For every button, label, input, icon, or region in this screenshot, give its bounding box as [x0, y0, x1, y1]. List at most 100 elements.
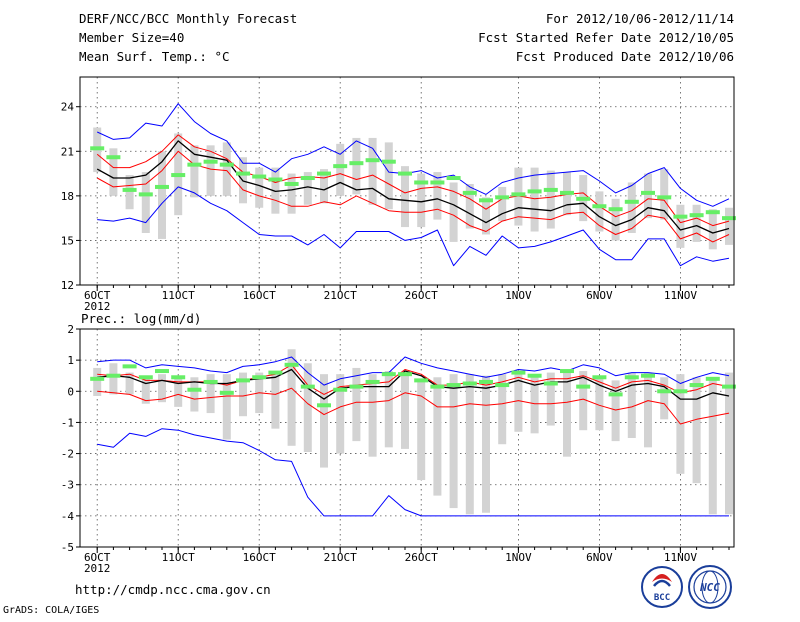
- fcst-started-date: Fcst Started Refer Date 2012/10/05: [478, 30, 734, 45]
- spread-bar: [401, 375, 409, 449]
- spread-bar: [125, 175, 134, 210]
- median-marker: [187, 387, 202, 392]
- median-marker: [122, 187, 137, 192]
- plot-frame: [79, 76, 735, 286]
- y-tick-label: 21: [61, 145, 74, 158]
- mean-line: [97, 368, 730, 400]
- median-marker: [90, 146, 105, 151]
- figure-title: DERF/NCC/BCC Monthly Forecast: [79, 11, 297, 26]
- spread-bar: [563, 371, 571, 457]
- spread-bar: [206, 145, 215, 196]
- spread-bar: [725, 207, 733, 245]
- ncc-logo-text: NCC: [699, 581, 720, 594]
- spread-bar: [530, 167, 539, 232]
- x-tick-label: 26OCT: [405, 551, 438, 564]
- x-tick-label: 11NOV: [664, 551, 697, 564]
- footer-url[interactable]: http://cmdp.ncc.cma.gov.cn: [75, 582, 271, 597]
- spread-bar: [482, 375, 490, 513]
- spread-bar: [352, 367, 361, 442]
- y-tick-label: 1: [67, 354, 74, 367]
- median-marker: [90, 376, 105, 381]
- y-tick-label: -1: [61, 416, 74, 429]
- spread-bar: [498, 186, 507, 222]
- y-tick-label: -5: [61, 541, 74, 554]
- min-line: [97, 428, 729, 517]
- median-marker: [398, 372, 412, 377]
- bcc-logo-ring: [641, 566, 683, 608]
- y-tick-label: 15: [61, 234, 74, 247]
- median-marker: [138, 375, 153, 380]
- spread-bar: [417, 381, 426, 481]
- spread-bar: [660, 169, 669, 220]
- x-tick-label: 21OCT: [324, 551, 357, 564]
- bcc-logo-arc-icon: [653, 579, 671, 587]
- median-marker: [673, 389, 688, 394]
- median-marker: [414, 180, 429, 185]
- median-marker: [543, 381, 558, 386]
- spread-bar: [692, 204, 701, 242]
- spread-bar: [595, 191, 604, 232]
- median-marker: [608, 392, 623, 397]
- median-marker: [689, 213, 704, 218]
- upper-quartile-line: [97, 364, 730, 395]
- spread-bar: [255, 167, 264, 208]
- spread-bar: [271, 372, 280, 429]
- bcc-logo: BCC: [641, 566, 683, 608]
- spread-bar: [158, 374, 166, 403]
- spread-bar: [384, 142, 393, 210]
- median-marker: [155, 184, 169, 189]
- x-tick-label: 11NOV: [664, 289, 697, 302]
- median-marker: [705, 210, 720, 215]
- spread-bar: [320, 169, 328, 204]
- precip-panel-title: Prec.: log(mm/d): [81, 311, 201, 326]
- ncc-logo-ring: [688, 565, 732, 609]
- median-marker: [398, 171, 412, 176]
- spread-bar: [692, 377, 701, 484]
- median-marker: [705, 376, 720, 381]
- spread-bar: [141, 378, 150, 404]
- median-marker: [171, 173, 186, 178]
- ncc-logo-globe-icon: [701, 570, 719, 604]
- median-marker: [430, 384, 445, 389]
- spread-bar: [222, 374, 231, 440]
- bcc-logo-text: BCC: [654, 593, 670, 603]
- median-marker: [560, 190, 574, 195]
- median-marker: [608, 207, 623, 212]
- median-marker: [527, 373, 542, 378]
- spread-bar: [141, 172, 150, 233]
- x-tick-label: 11OCT: [162, 289, 195, 302]
- spread-bar: [303, 172, 312, 205]
- median-marker: [495, 383, 510, 388]
- spread-bar: [222, 142, 231, 196]
- y-tick-label: 24: [61, 101, 75, 114]
- median-marker: [349, 384, 364, 389]
- median-marker: [430, 180, 445, 185]
- spread-bar: [708, 209, 717, 250]
- y-tick-label: -3: [61, 479, 74, 492]
- median-marker: [462, 190, 477, 195]
- spread-bar: [676, 204, 685, 248]
- spread-bar: [611, 198, 620, 241]
- median-marker: [560, 369, 574, 374]
- lower-quartile-line: [97, 387, 730, 425]
- median-marker: [495, 195, 510, 200]
- median-marker: [333, 387, 348, 392]
- grads-credit: GrADS: COLA/IGES: [3, 605, 99, 616]
- median-marker: [268, 370, 283, 375]
- spread-bar: [239, 372, 247, 417]
- temperature-panel: 12 15 18 21 24 6OCT 11OCT 16OCT 21OCT 26OCT 1NOV 6N…: [61, 76, 736, 313]
- x-tick-label: 1NOV: [505, 289, 532, 302]
- lower-quartile-line: [96, 150, 730, 243]
- ncc-logo: NCC: [688, 565, 732, 609]
- spread-bar: [449, 374, 458, 509]
- median-marker: [479, 198, 493, 203]
- median-marker: [203, 159, 218, 164]
- median-marker: [171, 375, 186, 380]
- median-marker: [381, 372, 396, 377]
- median-marker: [122, 364, 137, 369]
- median-marker: [333, 164, 348, 169]
- median-marker: [317, 171, 331, 176]
- median-marker: [673, 214, 688, 219]
- x-tick-label: 21OCT: [324, 289, 357, 302]
